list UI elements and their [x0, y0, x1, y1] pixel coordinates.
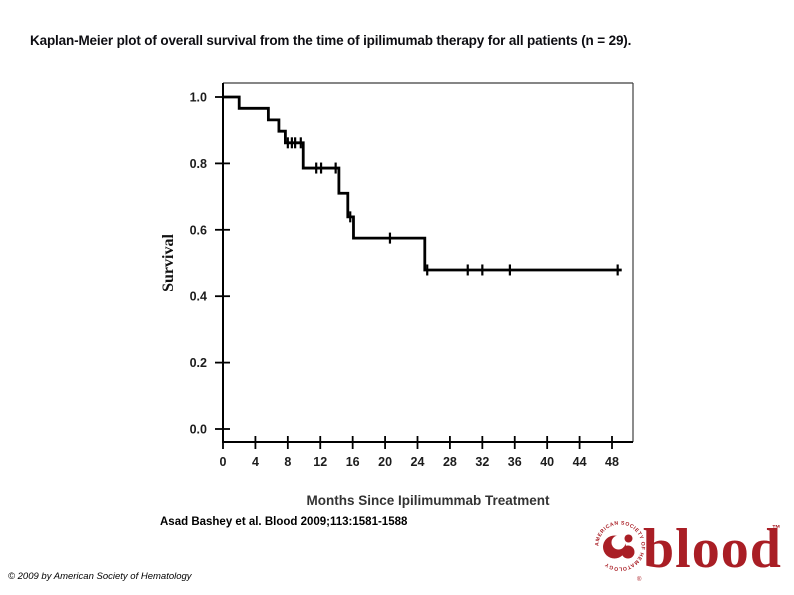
- trademark-symbol: ™: [772, 523, 781, 533]
- x-tick-label: 28: [443, 455, 457, 469]
- citation: Asad Bashey et al. Blood 2009;113:1581-1…: [160, 516, 408, 528]
- blood-drop-crescent: [611, 535, 626, 550]
- x-tick-label: 8: [284, 455, 291, 469]
- y-tick-label: 0.8: [190, 157, 207, 171]
- x-tick-label: 48: [605, 455, 619, 469]
- y-tick-label: 0.2: [190, 356, 207, 370]
- x-tick-label: 16: [346, 455, 360, 469]
- km-step-curve: [223, 95, 622, 272]
- x-tick-label: 32: [475, 455, 489, 469]
- y-tick-label: 1.0: [190, 91, 207, 105]
- y-tick-label: 0.6: [190, 223, 207, 237]
- x-tick-label: 0: [220, 455, 227, 469]
- x-tick-label: 20: [378, 455, 392, 469]
- blood-wordmark: blood: [643, 518, 782, 580]
- figure-title: Kaplan-Meier plot of overall survival fr…: [30, 33, 632, 48]
- blood-drop-medium: [621, 545, 635, 559]
- x-axis-title: Months Since Ipilimummab Treatment: [306, 493, 550, 508]
- km-plot: 1.00.80.60.40.20.00 4 8 12 16 20 24 28 32 36 40 44 4…: [190, 82, 634, 469]
- x-tick-label: 24: [411, 455, 425, 469]
- y-tick-label: 0.4: [190, 290, 207, 304]
- x-tick-label: 36: [508, 455, 522, 469]
- x-tick-label: 44: [573, 455, 587, 469]
- copyright: © 2009 by American Society of Hematology: [8, 571, 192, 582]
- x-tick-label: 40: [540, 455, 554, 469]
- y-tick-label: 0.0: [190, 423, 207, 437]
- ash-emblem: AMERICAN SOCIETY OF HEMATOLOGY ®: [594, 520, 645, 583]
- registered-symbol: ®: [637, 576, 642, 583]
- x-tick-label: 12: [313, 455, 327, 469]
- x-tick-label: 4: [252, 455, 259, 469]
- blood-drop-small: [624, 534, 633, 543]
